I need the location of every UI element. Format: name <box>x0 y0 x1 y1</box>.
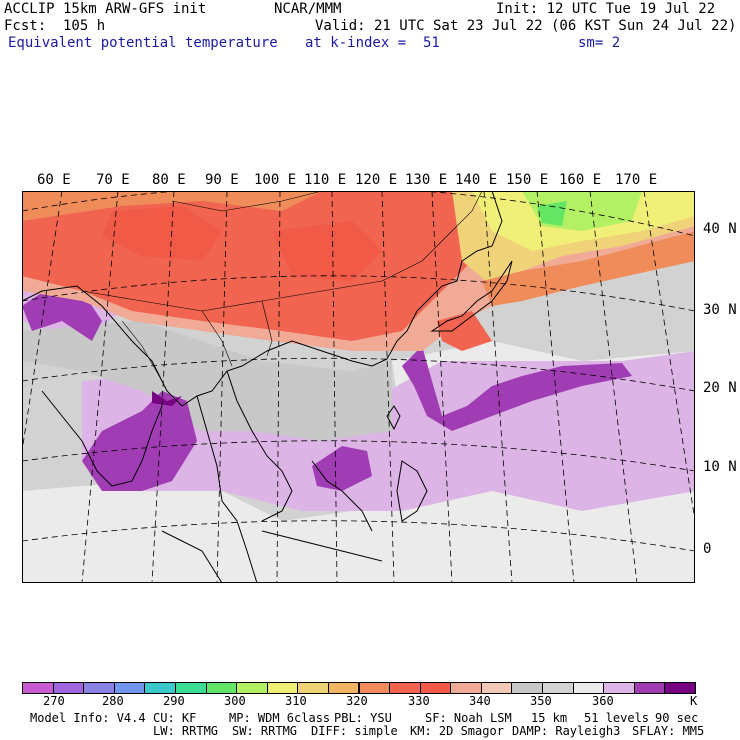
lon-label: 80 E <box>152 172 186 188</box>
red-region <box>437 311 492 351</box>
dark-purple-core <box>152 391 182 406</box>
colorbar-swatch <box>83 682 115 694</box>
orange-region <box>22 191 322 221</box>
footer-resolution: 15 km <box>531 711 568 725</box>
colorbar-swatch <box>113 682 146 694</box>
footer-pbl: PBL: YSU <box>334 711 392 725</box>
organization: NCAR/MMM <box>274 1 342 17</box>
footer-sflay: SFLAY: MM5 <box>632 724 705 738</box>
init-time: Init: 12 UTC Tue 19 Jul 22 <box>496 1 716 17</box>
footer-damp: DAMP: Rayleigh3 <box>512 724 621 738</box>
colorbar-tick-label: 280 <box>102 694 124 708</box>
colorbar-swatch <box>633 682 666 694</box>
colorbar-swatch <box>174 682 207 694</box>
map-frame <box>22 191 695 583</box>
lon-label: 110 E <box>304 172 347 188</box>
colorbar-tick-label: 330 <box>408 694 430 708</box>
footer-levels: 51 levels <box>584 711 650 725</box>
colorbar-swatch <box>480 682 513 694</box>
footer-mp: MP: WDM 6class <box>229 711 331 725</box>
model-title: ACCLIP 15km ARW-GFS init <box>4 1 207 17</box>
forecast-hour: Fcst: 105 h <box>4 18 106 34</box>
colorbar-tick-label: 340 <box>469 694 491 708</box>
footer-model-info: Model Info: V4.4 <box>30 711 146 725</box>
field-name: Equivalent potential temperature <box>8 35 278 51</box>
lat-label: 0 <box>703 541 712 557</box>
lat-label: 20 N <box>703 380 737 396</box>
footer-sf: SF: Noah LSM <box>425 711 512 725</box>
footer-timestep: 90 sec <box>655 711 699 725</box>
colorbar-tick-label: 300 <box>224 694 246 708</box>
colorbar-swatch <box>389 682 421 694</box>
colorbar-tick-label: 320 <box>346 694 368 708</box>
lon-label: 60 E <box>37 172 71 188</box>
colorbar-swatch <box>22 682 54 694</box>
dark-purple-region <box>82 391 197 491</box>
colorbar-swatch <box>572 682 605 694</box>
footer-diff: DIFF: simple <box>311 724 398 738</box>
lon-label: 130 E <box>405 172 448 188</box>
graticule <box>22 191 695 583</box>
theta-e-map <box>22 191 695 583</box>
footer-lw: LW: RRTMG <box>153 724 219 738</box>
lon-label: 160 E <box>559 172 602 188</box>
level-label: at k-index = 51 <box>305 35 440 51</box>
colorbar-swatch <box>542 682 574 694</box>
colorbar-swatch <box>205 682 238 694</box>
lat-label: 40 N <box>703 221 737 237</box>
lon-label: 100 E <box>254 172 297 188</box>
colorbar-swatch <box>266 682 299 694</box>
lon-label: 150 E <box>506 172 549 188</box>
coastlines <box>22 191 513 583</box>
colorbar-swatch <box>52 682 85 694</box>
dark-purple-region <box>312 446 372 491</box>
lon-label: 90 E <box>205 172 239 188</box>
lon-label: 170 E <box>615 172 658 188</box>
colorbar-tick-label: 350 <box>530 694 552 708</box>
colorbar-swatch <box>144 682 176 694</box>
colorbar-swatch <box>236 682 268 694</box>
footer-sw: SW: RRTMG <box>232 724 298 738</box>
colorbar-swatch <box>603 682 635 694</box>
red-core <box>272 221 382 281</box>
dark-purple-band <box>402 346 632 431</box>
colorbar-unit: K <box>690 694 698 708</box>
colorbar-tick-label: 290 <box>163 694 185 708</box>
lat-label: 30 N <box>703 302 737 318</box>
colorbar-swatch <box>419 682 452 694</box>
pale-region <box>22 471 695 583</box>
colorbar-tick-label: 270 <box>43 694 65 708</box>
green-core <box>537 201 567 226</box>
lon-label: 120 E <box>355 172 398 188</box>
colorbar-swatch <box>664 682 696 694</box>
footer-km: KM: 2D Smagor <box>410 724 504 738</box>
colorbar-swatch <box>450 682 482 694</box>
colorbar-swatch <box>511 682 544 694</box>
lat-label: 10 N <box>703 459 737 475</box>
smoothing-label: sm= 2 <box>578 35 621 51</box>
lon-label: 70 E <box>96 172 130 188</box>
footer-cu: CU: KF <box>153 711 197 725</box>
colorbar-swatch <box>297 682 329 694</box>
red-core <box>102 206 222 261</box>
colorbar-swatch <box>327 682 360 694</box>
valid-time: Valid: 21 UTC Sat 23 Jul 22 (06 KST Sun … <box>315 18 737 34</box>
country-borders <box>81 191 483 382</box>
lon-label: 140 E <box>455 172 498 188</box>
colorbar-tick-label: 360 <box>592 694 614 708</box>
grey-band <box>22 321 392 441</box>
colorbar-swatch <box>358 682 391 694</box>
colorbar-tick-label: 310 <box>285 694 307 708</box>
